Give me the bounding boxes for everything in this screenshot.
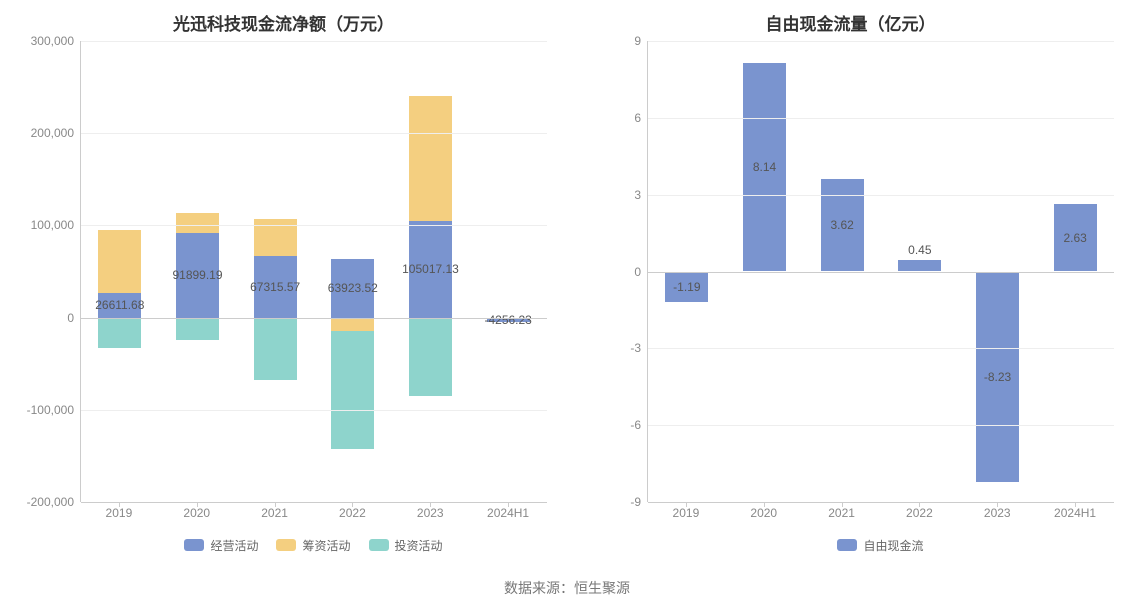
x-tick-label: 2022: [906, 506, 933, 520]
left-plot-wrap: -200,000-100,0000100,000200,000300,000 2…: [20, 41, 547, 502]
bar-value-label: 8.14: [753, 160, 776, 174]
bar-value-label: 63923.52: [328, 281, 378, 295]
legend-item: 自由现金流: [837, 537, 923, 554]
bar-segment: [898, 260, 941, 272]
left-plot-area: 26611.68 91899.19 67315.57 63923.52 105017.1…: [80, 41, 547, 502]
bar-value-label: -4256.23: [484, 313, 531, 327]
gridline: [81, 318, 547, 319]
y-tick-label: 9: [634, 34, 641, 48]
x-tick-label: 2020: [750, 506, 777, 520]
legend-item: 筹资活动: [276, 537, 350, 554]
x-tick-label: 2021: [828, 506, 855, 520]
left-legend: 经营活动 筹资活动 投资活动: [80, 530, 547, 560]
bar-segment: [331, 331, 374, 449]
y-tick-label: 0: [67, 311, 74, 325]
right-chart-title: 自由现金流量（亿元）: [587, 10, 1114, 35]
charts-row: 光迅科技现金流净额（万元） -200,000 -100,000 0 100,000 20…: [0, 0, 1134, 560]
legend-swatch: [837, 539, 857, 551]
bar-segment: [176, 318, 219, 340]
right-plot-wrap: -9-6-30369 -1.198.143.620.45-8.232.63: [587, 41, 1114, 502]
y-tick-label: 300,000: [31, 34, 74, 48]
legend-label: 经营活动: [210, 537, 258, 554]
x-tick-label: 2019: [673, 506, 700, 520]
gridline: [81, 410, 547, 411]
y-tick-label: -6: [630, 418, 641, 432]
left-x-axis: 2019 2020 2021 2022 2023 2024H1: [80, 502, 547, 530]
bar-segment: [409, 96, 452, 220]
bar-value-label: 2.63: [1063, 231, 1086, 245]
gridline: [648, 195, 1114, 196]
y-tick-label: 100,000: [31, 218, 74, 232]
bar-value-label: -1.19: [673, 280, 700, 294]
x-tick-label: 2022: [339, 506, 366, 520]
left-bars-layer: 26611.68 91899.19 67315.57 63923.52 105017.1…: [81, 41, 547, 502]
legend-label: 自由现金流: [863, 537, 923, 554]
legend-label: 筹资活动: [302, 537, 350, 554]
bar-value-label: -8.23: [984, 370, 1011, 384]
right-chart-panel: 自由现金流量（亿元） -9-6-30369 -1.198.143.620.45-…: [567, 0, 1134, 560]
left-chart-title: 光迅科技现金流净额（万元）: [20, 10, 547, 35]
x-tick-label: 2020: [183, 506, 210, 520]
right-x-axis: 2019 2020 2021 2022 2023 2024H1: [647, 502, 1114, 530]
y-tick-label: -200,000: [27, 495, 74, 509]
gridline: [81, 225, 547, 226]
x-tick-label: 2024H1: [1054, 506, 1096, 520]
gridline: [81, 41, 547, 42]
bar-segment: [331, 318, 374, 332]
page-root: 光迅科技现金流净额（万元） -200,000 -100,000 0 100,000 20…: [0, 0, 1134, 612]
y-tick-label: 200,000: [31, 126, 74, 140]
legend-swatch: [369, 539, 389, 551]
x-tick-label: 2019: [106, 506, 133, 520]
bar-value-label: 91899.19: [172, 268, 222, 282]
bar-segment: [409, 318, 452, 396]
y-tick-label: 3: [634, 188, 641, 202]
x-tick-label: 2021: [261, 506, 288, 520]
y-tick-label: -3: [630, 341, 641, 355]
gridline: [81, 133, 547, 134]
gridline: [648, 348, 1114, 349]
data-source-label: 数据来源：恒生聚源: [0, 578, 1134, 598]
legend-swatch: [276, 539, 296, 551]
gridline: [648, 272, 1114, 273]
x-tick-label: 2024H1: [487, 506, 529, 520]
y-tick-label: 6: [634, 111, 641, 125]
bar-value-label: 105017.13: [402, 262, 459, 276]
bar-segment: [176, 213, 219, 233]
right-legend: 自由现金流: [647, 530, 1114, 560]
legend-item: 经营活动: [184, 537, 258, 554]
y-tick-label: 0: [634, 265, 641, 279]
bar-value-label: 3.62: [830, 218, 853, 232]
gridline: [648, 425, 1114, 426]
y-tick-label: -100,000: [27, 403, 74, 417]
right-plot-area: -1.19 8.14 3.62 0.45 -8.23 2.63: [647, 41, 1114, 502]
x-tick-label: 2023: [417, 506, 444, 520]
bar-segment: [98, 318, 141, 348]
y-tick-label: -9: [630, 495, 641, 509]
left-y-axis: -200,000-100,0000100,000200,000300,000: [20, 41, 80, 502]
bar-segment: [98, 230, 141, 293]
legend-item: 投资活动: [369, 537, 443, 554]
gridline: [648, 41, 1114, 42]
left-chart-panel: 光迅科技现金流净额（万元） -200,000 -100,000 0 100,000 20…: [0, 0, 567, 560]
bar-value-label: 67315.57: [250, 280, 300, 294]
legend-swatch: [184, 539, 204, 551]
bar-value-label: 26611.68: [95, 298, 144, 312]
bar-segment: [254, 318, 297, 381]
x-tick-label: 2023: [984, 506, 1011, 520]
bar-segment: [254, 219, 297, 256]
right-y-axis: -9-6-30369: [587, 41, 647, 502]
legend-label: 投资活动: [395, 537, 443, 554]
gridline: [648, 118, 1114, 119]
bar-value-label: 0.45: [908, 243, 931, 257]
